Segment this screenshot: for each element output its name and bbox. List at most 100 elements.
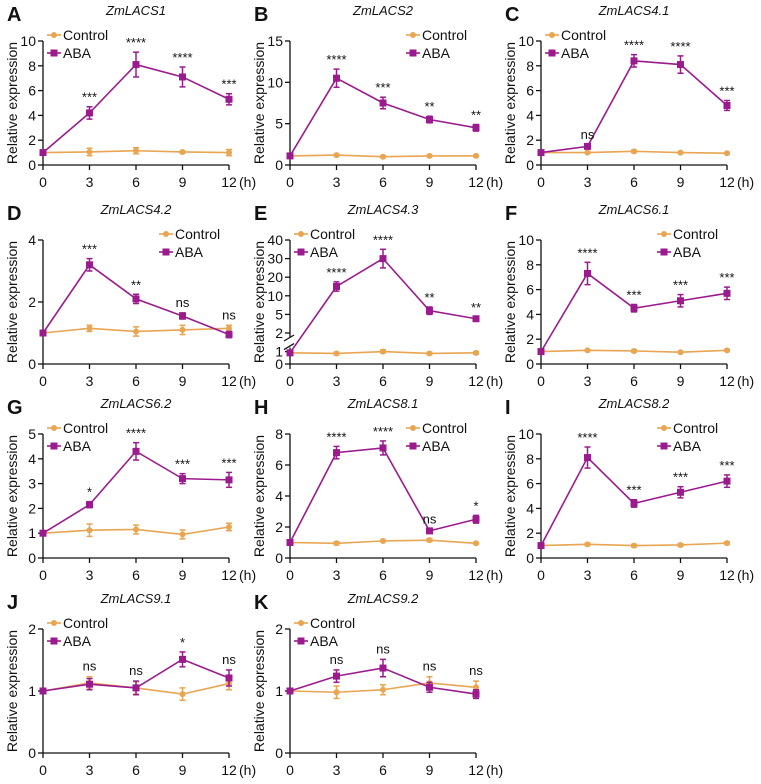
legend-label-control: Control <box>673 420 718 436</box>
legend-label-aba: ABA <box>422 438 451 454</box>
panel-title: ZmLACS4.1 <box>598 3 670 18</box>
data-point-control <box>86 148 93 155</box>
significance-label: *** <box>719 84 734 99</box>
y-tick-label: 1 <box>275 683 283 699</box>
x-unit-label: (h) <box>737 174 754 190</box>
x-unit-label: (h) <box>239 373 256 389</box>
legend-marker-aba <box>162 248 170 256</box>
panel-letter: K <box>254 592 269 614</box>
y-tick-label: 2 <box>526 132 534 148</box>
x-tick-label: 9 <box>426 567 434 583</box>
x-tick-label: 12 <box>468 373 484 389</box>
x-tick-label: 6 <box>379 567 387 583</box>
y-tick-label: 1 <box>28 525 36 541</box>
y-tick-label: 0 <box>275 356 283 372</box>
x-tick-label: 6 <box>379 174 387 190</box>
data-point-control <box>677 149 684 156</box>
legend-marker-control <box>298 231 304 237</box>
panel-F: F ZmLACS6.1 0 2 4 6 8 10 0 3 6 9 12 (h) Relative expre… <box>502 202 754 389</box>
y-tick-label: 0 <box>28 356 36 372</box>
x-tick-label: 6 <box>132 762 140 778</box>
y-tick-label: 4 <box>28 232 36 248</box>
data-point-control <box>179 326 186 333</box>
x-tick-label: 3 <box>333 373 341 389</box>
x-unit-label: (h) <box>239 762 256 778</box>
significance-label: *** <box>221 455 236 470</box>
data-point-aba <box>426 683 433 691</box>
y-tick-label: 4 <box>28 451 36 467</box>
legend-marker-aba <box>297 637 305 645</box>
data-point-aba <box>333 74 340 82</box>
y-tick-label: 6 <box>526 476 534 492</box>
significance-label: *** <box>221 77 236 92</box>
data-point-aba <box>179 73 186 81</box>
y-tick-label: 2 <box>275 519 283 535</box>
data-point-aba <box>426 527 433 535</box>
y-tick-label: 0 <box>526 356 534 372</box>
series-line-aba <box>289 257 477 354</box>
data-point-control <box>226 149 232 156</box>
legend-label-aba: ABA <box>673 244 702 260</box>
data-point-aba <box>584 269 591 277</box>
significance-label: ** <box>424 99 434 114</box>
x-tick-label: 12 <box>468 762 484 778</box>
data-point-aba <box>537 542 545 550</box>
x-tick-label: 3 <box>86 373 94 389</box>
y-axis-label: Relative expression <box>4 241 20 363</box>
y-axis-label: Relative expression <box>251 241 267 363</box>
data-point-aba <box>179 312 186 320</box>
y-tick-label: 5 <box>28 426 36 442</box>
y-tick-label: 4 <box>28 107 36 123</box>
significance-label: **** <box>624 38 644 53</box>
data-point-control <box>473 152 479 159</box>
significance-label: **** <box>670 39 690 54</box>
y-axis-label: Relative expression <box>502 241 518 363</box>
y-tick-label: 2 <box>526 525 534 541</box>
significance-label: **** <box>126 426 146 441</box>
significance-label: **** <box>373 232 393 247</box>
y-tick-label: 4 <box>526 107 534 123</box>
x-tick-label: 0 <box>286 174 294 190</box>
data-point-aba <box>86 680 93 688</box>
data-point-control <box>380 153 386 160</box>
x-unit-label: (h) <box>486 567 503 583</box>
y-axis-label: Relative expression <box>251 435 267 557</box>
y-tick-label: 0 <box>275 157 283 173</box>
series-line-aba <box>289 447 477 543</box>
y-tick-label: 1 <box>275 344 283 360</box>
data-point-control <box>631 148 637 155</box>
legend-marker-aba <box>660 248 668 256</box>
panel-I: I ZmLACS8.2 0 2 4 6 8 10 0 3 6 9 12 (h) Relative expre… <box>502 396 754 583</box>
data-point-control <box>631 347 637 354</box>
y-tick-label: 40 <box>267 232 283 248</box>
y-tick-label: 20 <box>267 269 283 285</box>
legend-marker-aba <box>50 49 58 57</box>
data-point-control <box>584 347 591 354</box>
panel-B: B ZmLACS2 0 5 10 15 0 3 6 9 12 (h) Relative expressi… <box>251 3 503 190</box>
significance-label: *** <box>626 483 641 498</box>
data-point-aba <box>132 61 140 69</box>
y-tick-label: 10 <box>518 426 534 442</box>
data-point-aba <box>379 444 387 452</box>
y-tick-label: 10 <box>267 288 283 304</box>
x-tick-label: 0 <box>286 762 294 778</box>
legend-marker-aba <box>548 49 556 57</box>
y-tick-label: 4 <box>275 488 283 504</box>
y-tick-label: 0 <box>28 157 36 173</box>
significance-label: *** <box>82 242 97 257</box>
x-tick-label: 6 <box>379 762 387 778</box>
legend-label-aba: ABA <box>310 244 339 260</box>
legend-label-aba: ABA <box>310 633 339 649</box>
y-axis-label: Relative expression <box>502 435 518 557</box>
x-tick-label: 6 <box>630 567 638 583</box>
data-point-aba <box>86 261 93 269</box>
data-point-aba <box>86 501 93 509</box>
data-point-aba <box>179 655 186 663</box>
legend-marker-aba <box>660 442 668 450</box>
legend-marker-aba <box>297 248 305 256</box>
legend-label-control: Control <box>63 27 108 43</box>
panel-letter: D <box>7 203 21 225</box>
data-point-control <box>226 524 232 530</box>
